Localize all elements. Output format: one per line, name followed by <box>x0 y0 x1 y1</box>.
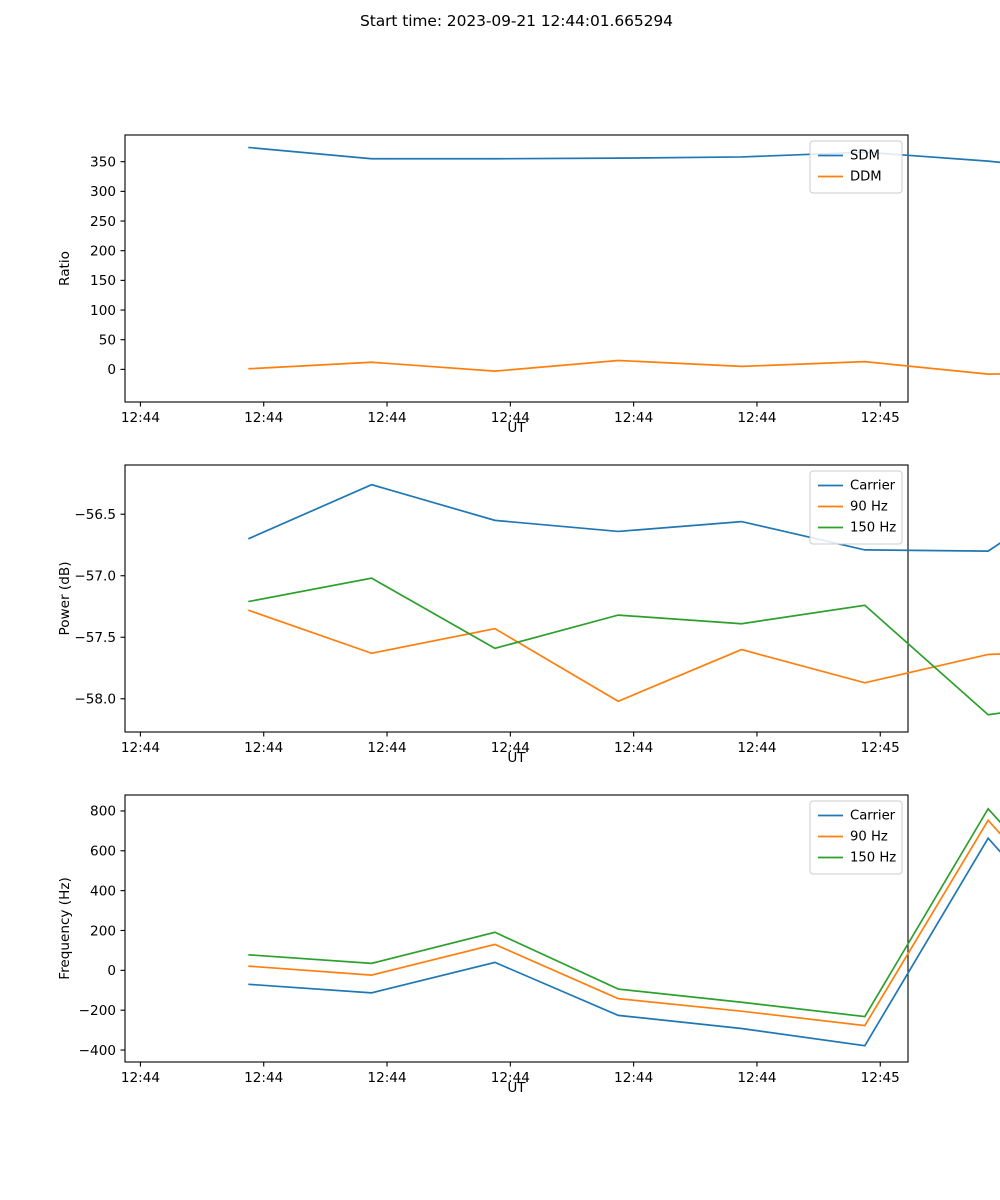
y-tick-label: 150 <box>90 273 116 289</box>
x-tick-label: 12:44 <box>491 1070 530 1086</box>
x-tick-label: 12:44 <box>614 740 653 756</box>
y-tick-label: −57.5 <box>74 630 116 646</box>
legend-background <box>809 470 903 545</box>
x-axis-label: UT <box>507 1080 526 1096</box>
legend-label-150-hz: 150 Hz <box>850 851 896 866</box>
y-tick-label: −56.5 <box>74 507 116 523</box>
series-line-carrier <box>248 836 1000 1047</box>
series-line-90-hz <box>248 818 1000 1027</box>
y-tick-label: −58.0 <box>74 692 116 708</box>
x-tick-label: 12:44 <box>737 1070 776 1086</box>
y-tick-label: 300 <box>90 184 116 200</box>
x-tick-label: 12:44 <box>614 1070 653 1086</box>
series-line-150-hz <box>248 577 1000 716</box>
subplot-ratio: 12:44 12:44 12:44 12:44 12:44 12:44 12:45 0 50 10… <box>0 110 1000 455</box>
y-tick-label: −57.0 <box>74 569 116 585</box>
subplot-frequency: 12:44 12:44 12:44 12:44 12:44 12:44 12:45 −400 −… <box>0 785 1000 1115</box>
y-axis-label: Ratio <box>57 251 73 286</box>
frequency-plot-area: 12:44 12:44 12:44 12:44 12:44 12:44 12:45 −400 −… <box>57 794 1000 1096</box>
y-tick-label: −400 <box>79 1043 116 1059</box>
axis-frame <box>124 464 909 733</box>
series-line-90-hz <box>248 609 1000 703</box>
legend-label-ddm: DDM <box>850 170 882 185</box>
x-tick-label: 12:45 <box>861 1070 900 1086</box>
series-line-ddm <box>248 359 1000 375</box>
legend: Carrier 90 Hz 150 Hz <box>809 800 903 875</box>
series-line-sdm <box>248 146 1000 164</box>
x-tick-label: 12:44 <box>491 410 530 426</box>
x-tick-label: 12:44 <box>737 410 776 426</box>
y-tick-label: 400 <box>90 883 116 899</box>
axis-frame <box>124 134 909 403</box>
ratio-plot-area: 12:44 12:44 12:44 12:44 12:44 12:44 12:45 0 50 10… <box>57 134 1000 436</box>
legend-label-90-hz: 90 Hz <box>850 830 888 845</box>
series-line-150-hz <box>248 807 1000 1018</box>
x-tick-label: 12:45 <box>861 740 900 756</box>
x-tick-label: 12:44 <box>244 410 283 426</box>
x-tick-label: 12:44 <box>737 740 776 756</box>
x-tick-label: 12:44 <box>491 740 530 756</box>
legend-label-150-hz: 150 Hz <box>850 521 896 536</box>
x-tick-label: 12:44 <box>244 740 283 756</box>
y-tick-label: 0 <box>107 362 116 378</box>
legend: SDM DDM <box>809 140 903 194</box>
x-tick-label: 12:44 <box>121 410 160 426</box>
y-tick-label: 200 <box>90 923 116 939</box>
y-tick-label: 0 <box>107 963 116 979</box>
y-axis-label: Frequency (Hz) <box>57 877 73 980</box>
y-tick-label: 600 <box>90 844 116 860</box>
y-tick-label: 50 <box>99 333 116 349</box>
legend-label-sdm: SDM <box>850 149 880 164</box>
x-tick-label: 12:44 <box>121 1070 160 1086</box>
x-tick-label: 12:44 <box>367 1070 406 1086</box>
power-plot-area: 12:44 12:44 12:44 12:44 12:44 12:44 12:45 −56.5… <box>57 464 1000 766</box>
y-tick-label: −200 <box>79 1003 116 1019</box>
legend-label-carrier: Carrier <box>850 479 896 494</box>
series-line-carrier <box>247 483 1000 552</box>
legend-background <box>809 800 903 875</box>
legend-label-carrier: Carrier <box>850 809 896 824</box>
y-tick-label: 200 <box>90 244 116 260</box>
y-tick-label: 250 <box>90 214 116 230</box>
x-tick-label: 12:44 <box>367 740 406 756</box>
y-tick-label: 350 <box>90 155 116 171</box>
y-tick-label: 100 <box>90 303 116 319</box>
x-tick-label: 12:45 <box>861 410 900 426</box>
legend-background <box>809 140 903 194</box>
y-axis-label: Power (dB) <box>57 562 73 636</box>
x-tick-label: 12:44 <box>367 410 406 426</box>
x-tick-label: 12:44 <box>614 410 653 426</box>
x-axis-label: UT <box>507 420 526 436</box>
y-tick-label: 800 <box>90 804 116 820</box>
subplot-power: 12:44 12:44 12:44 12:44 12:44 12:44 12:45 −56.5… <box>0 455 1000 785</box>
figure-title: Start time: 2023-09-21 12:44:01.665294 <box>360 12 673 30</box>
x-tick-label: 12:44 <box>121 740 160 756</box>
axis-frame <box>124 794 909 1063</box>
legend-label-90-hz: 90 Hz <box>850 500 888 515</box>
x-axis-label: UT <box>507 750 526 766</box>
x-tick-label: 12:44 <box>244 1070 283 1086</box>
legend: Carrier 90 Hz 150 Hz <box>809 470 903 545</box>
